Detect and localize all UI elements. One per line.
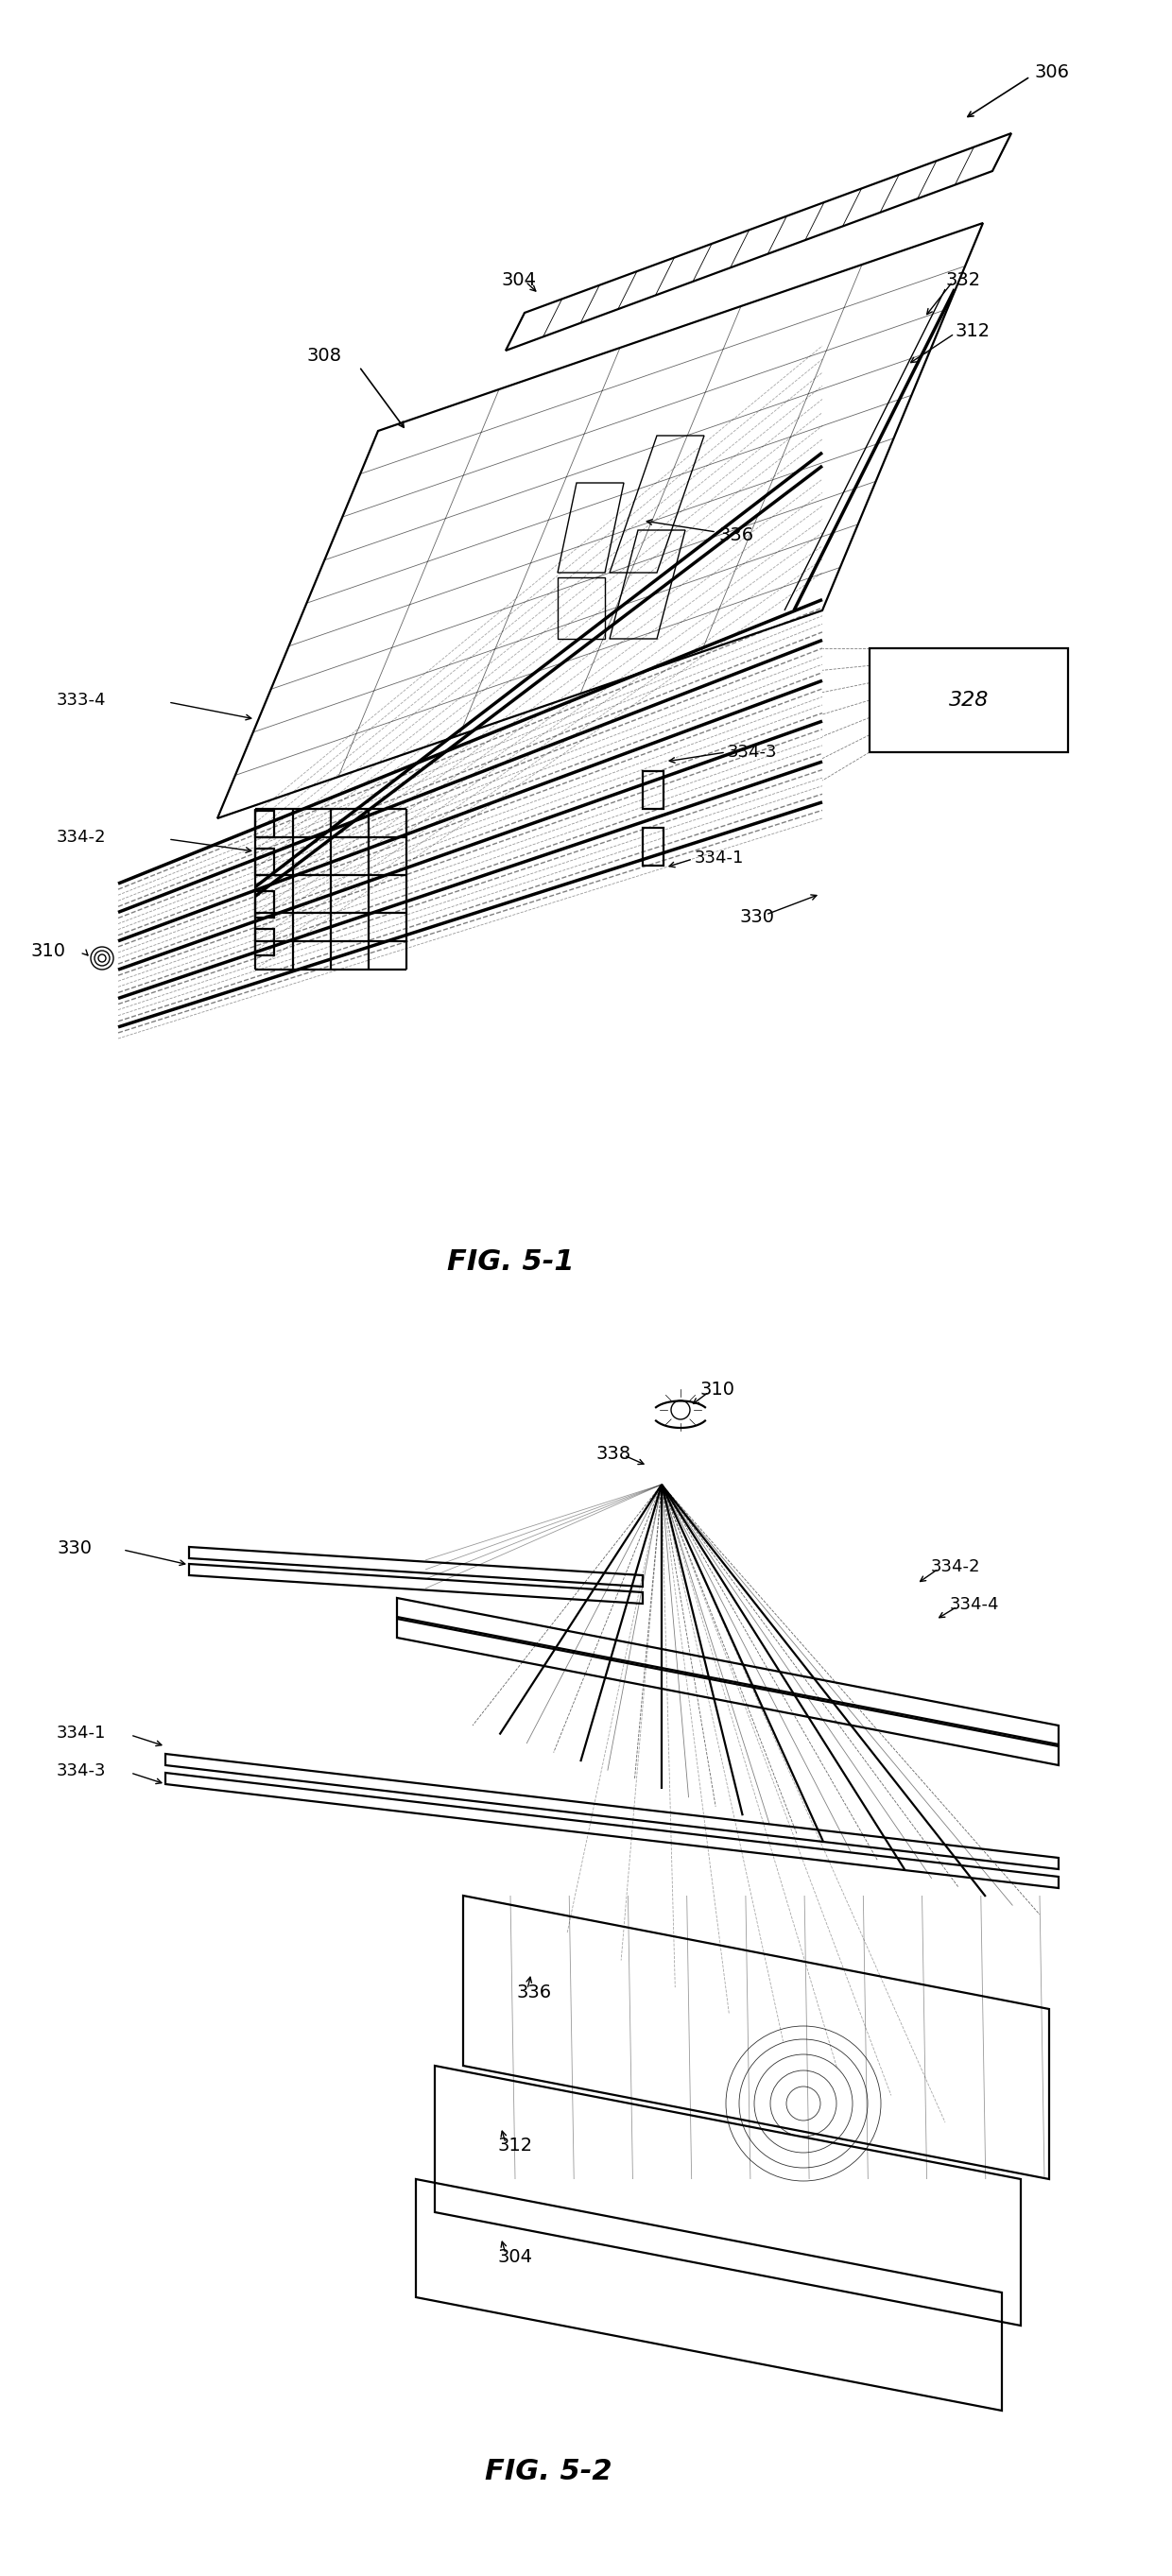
Text: 334-3: 334-3 — [728, 744, 777, 760]
Text: 334-2: 334-2 — [56, 829, 107, 845]
Text: 310: 310 — [30, 943, 66, 961]
Text: 336: 336 — [718, 526, 754, 544]
Text: 334-4: 334-4 — [949, 1597, 1000, 1613]
Text: 330: 330 — [740, 909, 774, 927]
Text: 304: 304 — [497, 2249, 532, 2264]
Text: 333-4: 333-4 — [56, 693, 107, 708]
Text: 330: 330 — [56, 1538, 91, 1556]
Text: 334-1: 334-1 — [56, 1723, 107, 1741]
Text: 312: 312 — [497, 2138, 532, 2156]
Text: 334-1: 334-1 — [695, 850, 744, 866]
Text: 312: 312 — [955, 322, 989, 340]
Text: 338: 338 — [595, 1445, 631, 1463]
Text: 334-2: 334-2 — [931, 1558, 981, 1577]
Bar — [870, 649, 1068, 752]
Text: 328: 328 — [949, 690, 989, 708]
Text: 308: 308 — [307, 345, 342, 363]
Text: 310: 310 — [700, 1381, 735, 1399]
Text: FIG. 5-1: FIG. 5-1 — [447, 1249, 574, 1275]
Text: 332: 332 — [945, 270, 980, 289]
Text: 306: 306 — [1035, 62, 1070, 80]
Text: FIG. 5-2: FIG. 5-2 — [484, 2458, 612, 2486]
Text: 336: 336 — [516, 1984, 551, 2002]
Text: 334-3: 334-3 — [56, 1762, 107, 1780]
Text: 304: 304 — [500, 270, 536, 289]
